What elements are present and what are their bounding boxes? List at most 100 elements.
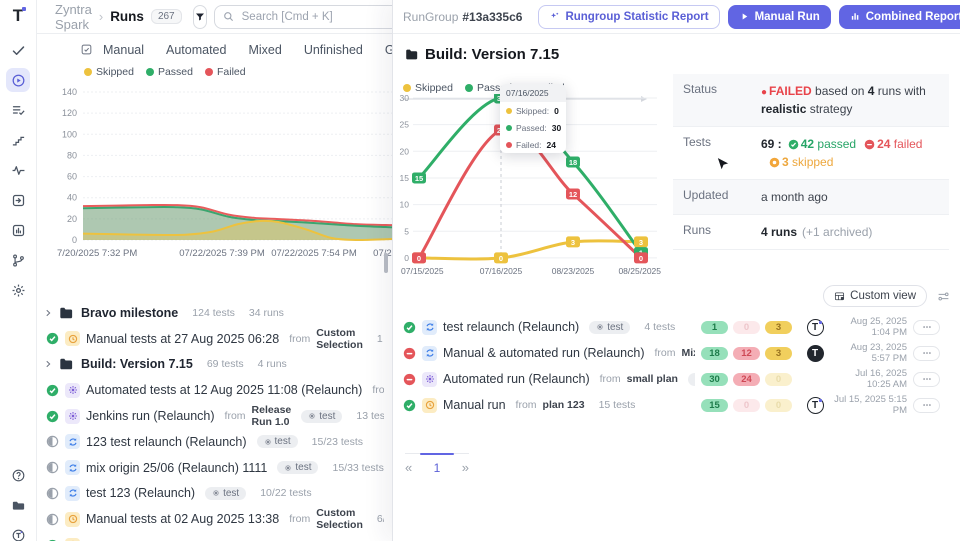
passed-check-icon <box>788 139 799 150</box>
result-badges: 15 0 0 <box>701 398 797 412</box>
badge-skipped: 3 <box>765 346 792 360</box>
current-page[interactable]: 1 <box>433 460 441 475</box>
tooltip-label: Skipped: <box>516 106 550 116</box>
rungroup-statistic-report-button[interactable]: Rungroup Statistic Report <box>538 4 720 29</box>
folder-icon <box>59 306 73 320</box>
gear-small-icon <box>213 490 220 497</box>
breadcrumb-current[interactable]: Runs <box>110 9 144 24</box>
svg-text:07/22/2025 7:54 PM: 07/22/2025 7:54 PM <box>271 248 357 259</box>
breadcrumb-project[interactable]: Zyntra Spark <box>55 1 92 32</box>
sidebar-item-list-check[interactable] <box>6 98 30 122</box>
left-scrollbar[interactable] <box>384 36 388 541</box>
sidebar-item-report-chart[interactable] <box>6 218 30 242</box>
search-icon <box>223 12 233 22</box>
run-row-main: test relaunch (Relaunch) test 4 tests <box>403 319 695 335</box>
rungroup-run-row[interactable]: test relaunch (Relaunch) test 4 tests 1 0 3 T A… <box>403 314 951 340</box>
sidebar-item-import-box[interactable] <box>6 188 30 212</box>
prev-page-button[interactable]: « <box>405 460 413 475</box>
sliders-icon[interactable] <box>937 290 950 303</box>
summary-row-tests: Tests 69 :42 passed 24 failed 3 skipped <box>673 127 949 180</box>
run-row[interactable] <box>37 532 384 541</box>
rungroup-panel: RunGroup #13a335c6 Rungroup Statistic Re… <box>392 0 960 541</box>
run-tests-count: 15/23 tests <box>311 435 364 448</box>
rungroup-run-row[interactable]: Manual & automated run (Relaunch) from Mix… <box>403 340 951 366</box>
test-pill-label: test <box>319 410 336 422</box>
custom-view-button[interactable]: Custom view <box>823 285 927 307</box>
sidebar-item-check[interactable] <box>6 38 30 62</box>
svg-text:15: 15 <box>415 174 423 183</box>
tab-unfinished[interactable]: Unfinished <box>303 43 363 57</box>
tooltip-date: 07/16/2025 <box>500 84 566 102</box>
rungroup-run-row[interactable]: Manual run from plan 123 15 tests 15 0 0 T Jul 1… <box>403 392 951 418</box>
run-row[interactable]: test 123 (Relaunch) test 10/22 tests <box>37 481 384 507</box>
svg-text:07/22/2025 7:54 P: 07/22/2025 7:54 P <box>373 248 392 259</box>
legend-dot <box>464 84 473 92</box>
left-chart-legend: Skipped Passed Failed <box>84 66 246 78</box>
legend-dot <box>84 68 92 76</box>
run-tests-count: 1 tests <box>376 332 384 345</box>
rungroup-label: RunGroup <box>403 9 459 24</box>
badge-failed: 24 <box>733 372 760 386</box>
tooltip-label: Failed: <box>516 140 542 150</box>
sidebar-item-gear[interactable] <box>6 278 30 302</box>
folder-tests-count: 69 tests <box>206 358 244 371</box>
status-passed-icon <box>46 332 59 345</box>
run-row[interactable]: mix origin 25/06 (Relaunch) 1111 test 15/3… <box>37 455 384 481</box>
tooltip-dot <box>506 142 512 148</box>
ellipsis-icon <box>922 378 931 380</box>
avatar[interactable]: T <box>806 396 824 414</box>
badge-passed: 1 <box>701 320 728 334</box>
combined-report-button[interactable]: Combined Report <box>838 4 960 29</box>
legend-label: Skipped <box>415 82 453 94</box>
row-menu-button[interactable] <box>913 397 940 413</box>
sidebar-item-help[interactable] <box>6 463 30 487</box>
search-box[interactable] <box>213 4 407 29</box>
folder-row[interactable]: Build: Version 7.15 69 tests 4 runs <box>37 352 384 378</box>
svg-text:40: 40 <box>67 193 77 203</box>
svg-text:12: 12 <box>569 190 577 199</box>
legend-dot <box>204 68 213 76</box>
row-menu-button[interactable] <box>913 371 940 387</box>
filter-button[interactable] <box>192 4 207 29</box>
rungroup-run-row[interactable]: Automated run (Relaunch) from small plan te… <box>403 366 951 392</box>
tooltip-row: Skipped: 0 <box>500 102 566 119</box>
manual-run-button[interactable]: Manual Run <box>727 4 831 29</box>
tab-mixed[interactable]: Mixed <box>248 43 282 57</box>
chevron-right-icon[interactable] <box>43 308 53 318</box>
sidebar-item-workspace[interactable] <box>6 493 30 517</box>
run-row[interactable]: Manual tests at 27 Aug 2025 06:28 from Cus… <box>37 326 384 352</box>
svg-text:3: 3 <box>571 238 575 247</box>
avatar[interactable]: T <box>806 318 824 336</box>
test-pill-label: test <box>607 321 624 333</box>
next-page-button[interactable]: » <box>461 460 469 475</box>
sidebar-item-activity[interactable] <box>6 158 30 182</box>
sidebar-item-avatar-t[interactable] <box>6 523 30 541</box>
row-menu-button[interactable] <box>913 345 940 361</box>
folder-row[interactable]: Bravo milestone 124 tests 34 runs <box>37 300 384 326</box>
run-row[interactable]: Jenkins run (Relaunch) from Release Run 1.… <box>37 403 384 429</box>
test-pill-label: test <box>274 436 291 448</box>
test-pill-label: test <box>295 462 312 474</box>
app-logo[interactable]: T <box>13 7 27 24</box>
run-name: Automated run (Relaunch) <box>443 372 590 386</box>
folder-name: Build: Version 7.15 <box>81 357 193 372</box>
sidebar-item-runs-play[interactable] <box>6 68 30 92</box>
test-config-pill: test <box>687 372 695 386</box>
tooltip-dot <box>506 108 512 114</box>
run-row[interactable]: 123 test relaunch (Relaunch) test 15/23 te… <box>37 429 384 455</box>
chevron-right-icon[interactable] <box>43 359 53 369</box>
left-runs-chart[interactable]: 140 120 100 80 60 40 20 0 7/20/2025 7:32 PM 07/22… <box>37 80 392 268</box>
tooltip-row: Passed: 30 <box>500 119 566 136</box>
run-row[interactable]: Manual tests at 02 Aug 2025 13:38 from Cus… <box>37 506 384 532</box>
search-input[interactable] <box>239 9 398 24</box>
status-progress-icon <box>46 487 59 500</box>
run-row[interactable]: Automated tests at 12 Aug 2025 11:08 (Re… <box>37 377 384 403</box>
row-menu-button[interactable] <box>913 319 940 335</box>
tab-automated[interactable]: Automated <box>166 43 227 57</box>
select-all-icon[interactable] <box>80 43 93 56</box>
avatar[interactable]: T <box>806 344 824 362</box>
run-name: Manual tests at 27 Aug 2025 06:28 <box>86 331 280 346</box>
sidebar-item-stairs[interactable] <box>6 128 30 152</box>
tab-manual[interactable]: Manual <box>103 43 144 57</box>
sidebar-item-branch[interactable] <box>6 248 30 272</box>
